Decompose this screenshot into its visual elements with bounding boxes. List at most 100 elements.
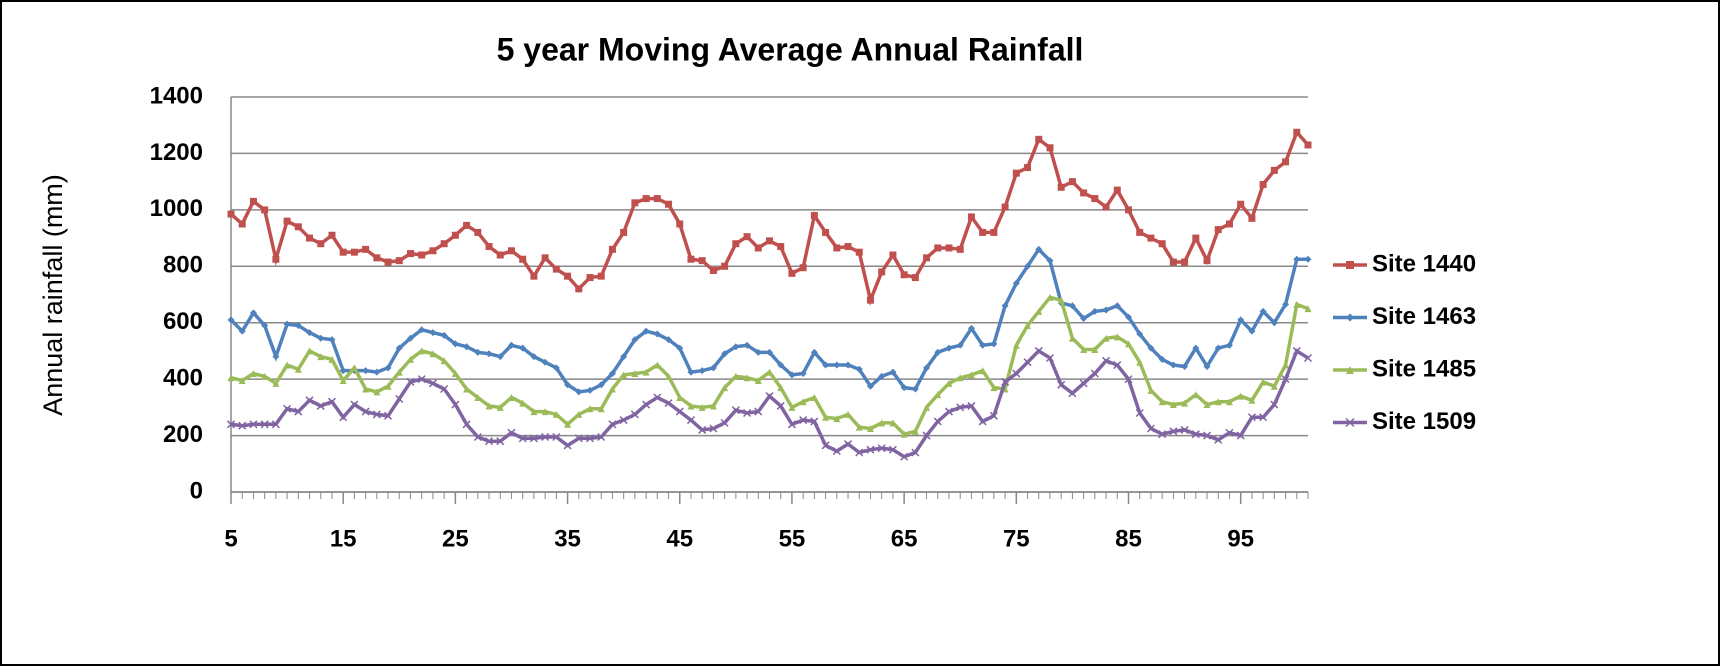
marker <box>238 220 246 228</box>
marker <box>1181 362 1189 370</box>
marker <box>1012 169 1020 177</box>
marker <box>777 243 785 251</box>
marker <box>1146 424 1155 433</box>
marker <box>1091 307 1099 315</box>
marker <box>485 402 493 410</box>
marker <box>451 340 459 348</box>
y-tick-label: 1200 <box>150 139 203 166</box>
marker <box>642 400 651 409</box>
marker <box>328 355 336 363</box>
marker <box>1259 378 1267 386</box>
marker <box>631 199 639 207</box>
marker <box>1293 128 1301 136</box>
marker <box>507 428 516 437</box>
marker <box>1080 346 1088 354</box>
marker <box>1024 262 1032 270</box>
marker <box>766 368 773 376</box>
marker <box>1113 186 1121 194</box>
marker <box>463 221 471 229</box>
marker <box>350 248 358 256</box>
marker <box>429 350 437 358</box>
marker <box>462 420 471 429</box>
marker <box>698 425 707 434</box>
marker <box>407 334 414 342</box>
marker <box>305 396 314 405</box>
marker <box>721 262 729 270</box>
marker <box>1237 392 1245 400</box>
marker <box>485 437 494 446</box>
marker <box>888 445 897 454</box>
marker <box>608 370 616 377</box>
marker <box>1035 135 1043 143</box>
marker <box>911 274 919 282</box>
marker <box>519 255 527 263</box>
marker <box>833 415 841 423</box>
marker <box>564 272 572 280</box>
marker <box>1046 257 1054 265</box>
marker <box>249 197 257 205</box>
marker <box>1181 399 1189 407</box>
marker <box>990 228 998 236</box>
marker <box>1068 302 1076 310</box>
marker <box>933 417 942 426</box>
marker <box>754 244 762 252</box>
marker <box>283 404 292 413</box>
marker <box>866 296 874 304</box>
marker <box>530 353 538 361</box>
marker <box>373 368 381 376</box>
marker <box>855 423 863 431</box>
marker <box>238 377 246 385</box>
marker <box>541 408 549 416</box>
marker <box>384 258 392 266</box>
marker <box>1192 344 1200 352</box>
marker <box>1202 431 1212 440</box>
marker <box>1293 300 1301 308</box>
marker <box>944 407 954 416</box>
marker <box>317 240 325 248</box>
x-tick-label: 55 <box>779 525 806 552</box>
marker <box>530 272 538 280</box>
marker <box>1057 380 1066 389</box>
marker <box>1113 361 1122 370</box>
marker <box>1191 430 1200 439</box>
marker <box>1225 428 1234 437</box>
y-tick-label: 200 <box>163 421 203 448</box>
marker <box>294 407 303 416</box>
marker <box>822 361 830 369</box>
marker <box>586 274 594 282</box>
marker <box>889 419 897 427</box>
marker <box>575 410 583 418</box>
marker <box>720 418 729 427</box>
marker <box>1091 346 1099 354</box>
marker <box>653 195 661 203</box>
marker <box>833 361 841 369</box>
marker <box>799 370 807 377</box>
marker <box>1203 257 1211 265</box>
marker <box>799 416 808 425</box>
marker <box>676 344 684 352</box>
marker <box>541 358 549 366</box>
marker <box>327 397 336 406</box>
marker <box>979 367 987 375</box>
marker <box>407 355 414 363</box>
marker <box>765 392 774 401</box>
marker <box>967 401 976 410</box>
marker <box>249 370 257 377</box>
marker <box>1136 358 1144 366</box>
marker <box>1248 396 1256 404</box>
marker <box>732 343 740 351</box>
marker <box>709 267 717 275</box>
marker <box>564 381 572 389</box>
marker <box>440 240 448 248</box>
marker <box>1180 425 1189 434</box>
marker <box>227 374 235 382</box>
marker <box>844 410 852 418</box>
marker <box>463 385 471 393</box>
marker <box>339 377 347 385</box>
marker <box>1270 382 1278 390</box>
marker <box>1034 346 1043 355</box>
marker <box>721 384 729 392</box>
marker <box>1169 258 1177 266</box>
marker <box>1247 413 1256 422</box>
